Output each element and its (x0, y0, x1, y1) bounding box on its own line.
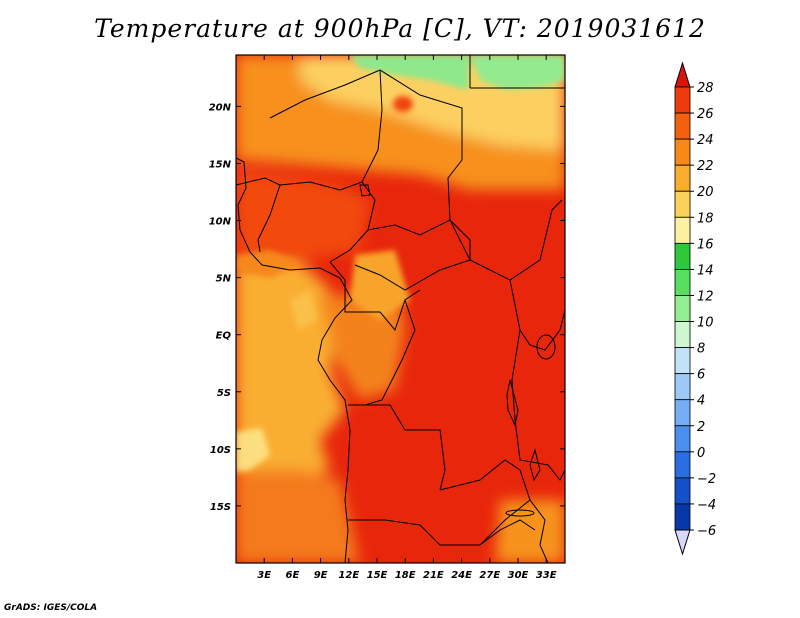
border-angola-namibia (348, 519, 480, 546)
colorbar-label-2: 24 (697, 133, 714, 148)
colorbar-label-5: 18 (697, 211, 714, 226)
y-tick-label-5: 5S (217, 388, 231, 399)
colorbar-label-10: 8 (697, 342, 705, 357)
ocean-southwest (236, 262, 345, 480)
colorbar-label-12: 4 (697, 394, 705, 409)
colorbar-swatch-16 (674, 503, 691, 531)
ocean-highlight-2 (290, 290, 318, 330)
y-tick-label-6: 10S (210, 445, 231, 456)
lakes (359, 184, 556, 517)
colorbar-label-1: 26 (697, 107, 714, 122)
colorbar-swatch-14 (674, 451, 691, 479)
ocean-far-south (236, 470, 360, 563)
x-tick-label-5: 18E (395, 570, 416, 581)
border-zimbabwe (479, 519, 536, 546)
colorbar-label-16: −4 (697, 498, 716, 513)
ocean-highlight (236, 428, 270, 472)
border-mozambique (529, 499, 549, 563)
grads-credit: GrADS: IGES/COLA (4, 603, 98, 613)
congo-coast (320, 295, 405, 400)
colorbar-swatch-6 (674, 242, 691, 270)
colorbar-label-14: 0 (697, 446, 705, 461)
colorbar-swatch-13 (674, 425, 691, 453)
border-east-africa (469, 199, 563, 281)
hotspot (393, 96, 413, 112)
border-tanzania (511, 329, 565, 481)
map-field (236, 55, 565, 563)
chart-title: Temperature at 900hPa [C], VT: 201903161… (94, 14, 706, 43)
colorbar-swatch-5 (674, 216, 691, 244)
west-coast-orange (236, 250, 300, 278)
y-tick-label-4: EQ (216, 331, 232, 342)
colorbar-swatch-7 (674, 269, 691, 296)
map-frame (235, 54, 566, 564)
colorbar-swatch-8 (674, 295, 691, 322)
x-tick-label-7: 24E (451, 570, 472, 581)
colorbar-swatch-3 (674, 164, 691, 192)
x-tick-label-9: 30E (508, 570, 529, 581)
border-niger-chad (361, 69, 383, 183)
colorbar-swatch-15 (674, 477, 691, 505)
colorbar-label-0: 28 (697, 81, 714, 96)
border-drc-angola (348, 404, 446, 491)
colorbar-swatch-10 (674, 347, 691, 375)
y-tick-label-1: 15N (209, 159, 232, 170)
west-africa (236, 170, 370, 260)
lake-chad (359, 184, 371, 197)
border-sahel-west (236, 177, 281, 253)
colorbar-swatch-12 (674, 399, 691, 427)
cameroon-warm (350, 250, 410, 320)
colorbar-label-13: 2 (697, 420, 705, 435)
x-tick-label-3: 12E (338, 570, 359, 581)
lake-victoria (536, 334, 556, 360)
x-tick-label-2: 9E (314, 570, 328, 581)
colorbar-swatch-2 (674, 138, 691, 166)
border-congo-drc (364, 299, 416, 406)
lake-tanganyika (506, 379, 519, 427)
x-tick-label-4: 15E (367, 570, 388, 581)
lake-kariba (505, 509, 535, 517)
lake-malawi (529, 448, 541, 482)
country-borders (236, 55, 565, 563)
x-tick-label-1: 6E (286, 570, 300, 581)
colorbar-label-15: −2 (697, 472, 716, 487)
colorbar-label-8: 12 (697, 289, 714, 304)
colorbar-label-7: 14 (697, 263, 714, 278)
x-tick-label-0: 3E (257, 570, 271, 581)
y-tick-label-0: 20N (209, 102, 232, 113)
colorbar-top-arrow (674, 61, 691, 88)
coastline-west (236, 157, 353, 563)
colorbar-label-9: 10 (697, 316, 714, 331)
y-tick-label-3: 5N (216, 274, 232, 285)
colorbar-label-11: 6 (697, 368, 705, 383)
colorbar-bottom-arrow (674, 529, 691, 556)
sahara-cool-east (470, 55, 565, 90)
x-axis-ticks: 3E 6E 9E 12E 15E 18E 21E 24E 27E 30E 33E (257, 55, 557, 581)
sahara-cool (350, 55, 470, 90)
colorbar-swatch-0 (674, 86, 691, 114)
y-tick-label-7: 15S (210, 502, 231, 513)
colorbar-label-4: 20 (697, 185, 714, 200)
x-tick-label-10: 33E (536, 570, 557, 581)
colorbar-label-17: −6 (697, 524, 716, 539)
x-tick-label-8: 27E (479, 570, 500, 581)
x-tick-label-6: 21E (423, 570, 444, 581)
colorbar-label-3: 22 (697, 159, 714, 174)
border-nigeria (279, 181, 376, 263)
colorbar-swatch-1 (674, 112, 691, 140)
border-zambia (439, 459, 531, 546)
colorbar-swatch-9 (674, 321, 691, 348)
y-axis-ticks: 20N 15N 10N 5N EQ 5S 10S 15S (209, 102, 565, 513)
colorbar-swatch-4 (674, 190, 691, 218)
colorbar-label-6: 16 (697, 237, 714, 252)
y-tick-label-2: 10N (209, 217, 232, 228)
colorbar-swatch-11 (674, 373, 691, 401)
southeast-africa (495, 500, 565, 563)
